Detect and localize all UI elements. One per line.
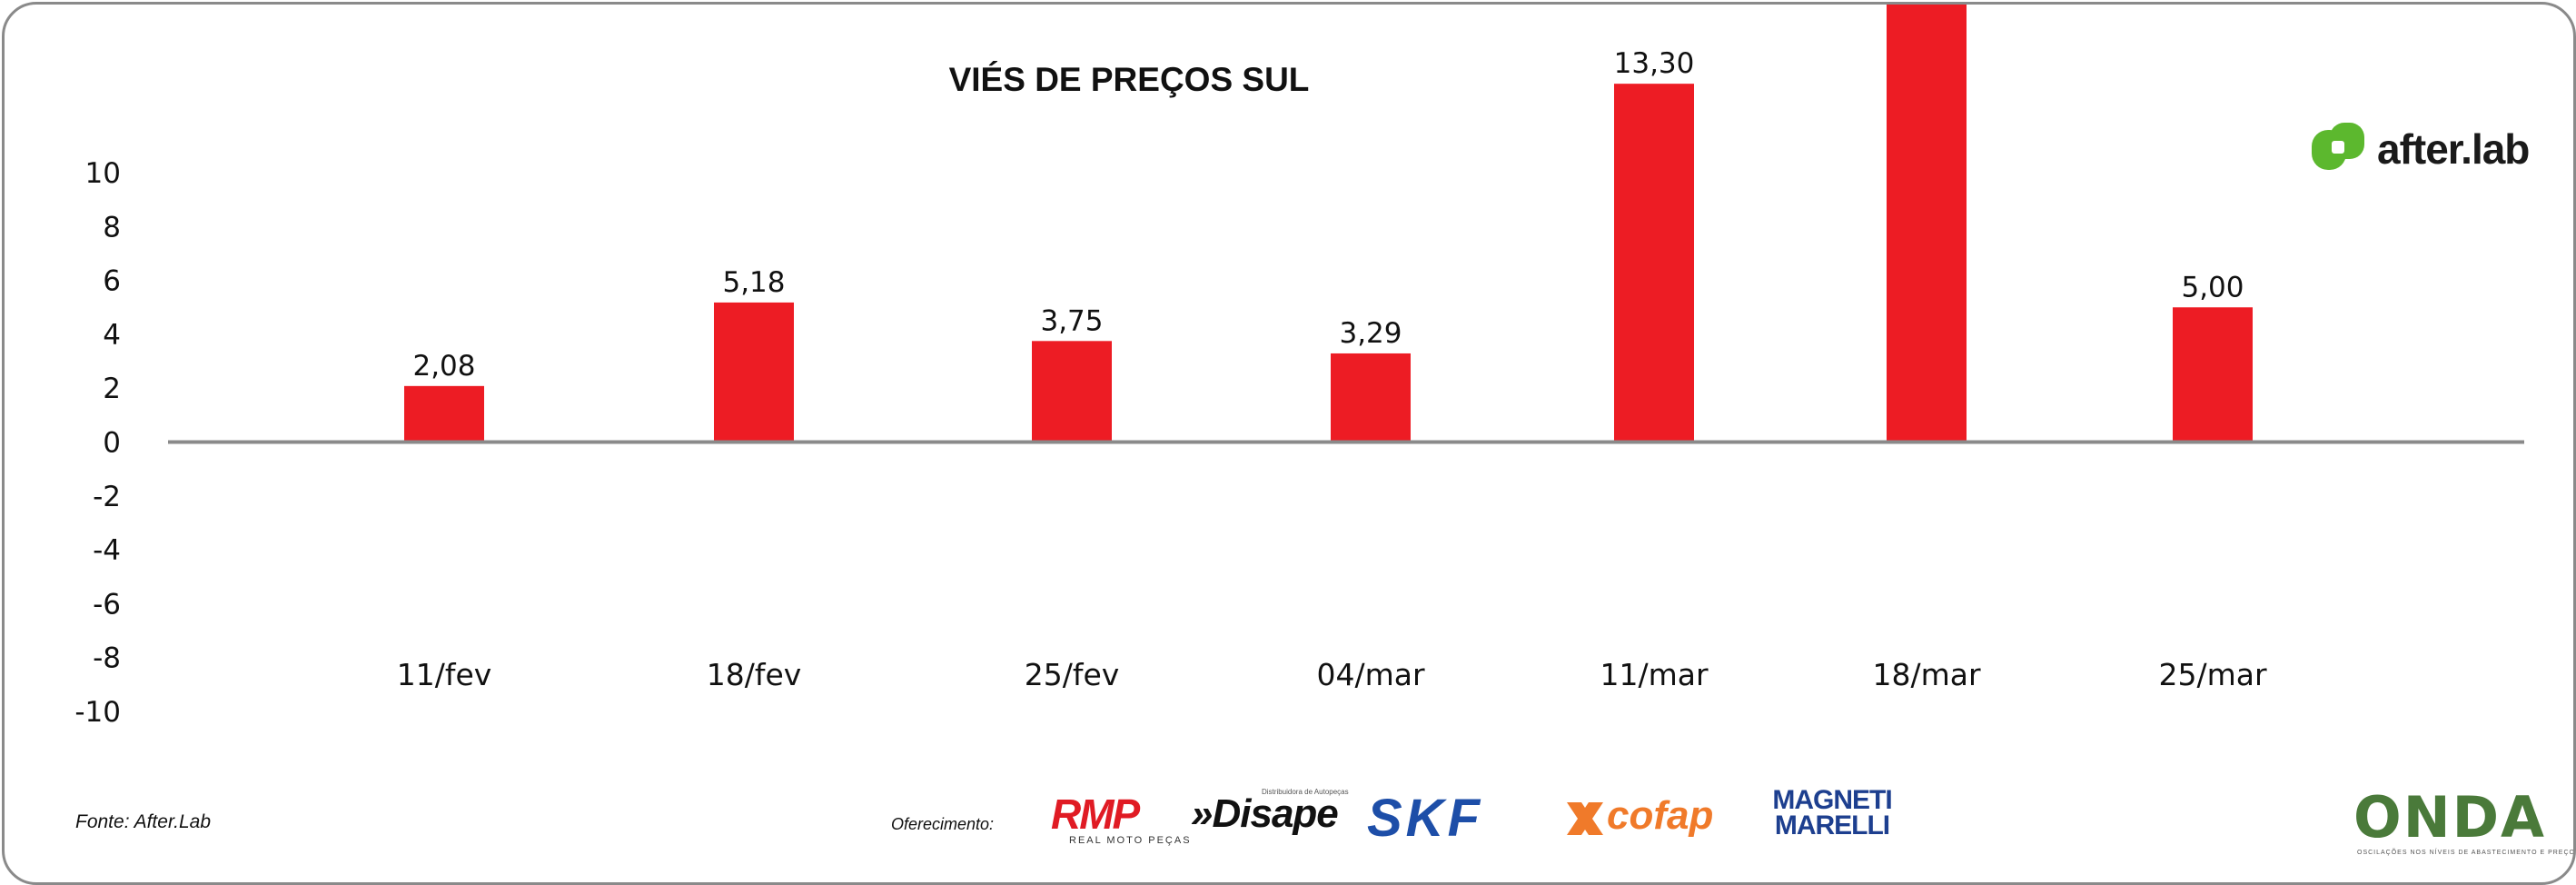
y-tick-label: -2 <box>93 481 121 513</box>
rmp-logo: RMP REAL MOTO PEÇAS <box>1051 788 1190 851</box>
chart-title: VIÉS DE PREÇOS SUL <box>949 61 1310 98</box>
data-label: 5,00 <box>2181 271 2244 303</box>
data-label: 3,75 <box>1040 304 1103 337</box>
data-label: 3,29 <box>1339 317 1402 350</box>
rmp-wordmark: RMP <box>1051 791 1140 838</box>
x-axis-ticks: 11/fev 18/fev 25/fev 04/mar 11/mar 18/mar 25/m… <box>397 657 2267 692</box>
cofap-x-icon <box>1567 802 1603 835</box>
bar <box>1887 5 1967 442</box>
onda-logo: ONDA OSCILAÇÕES NOS NÍVEIS DE ABASTECIME… <box>2353 784 2573 866</box>
disape-subtitle: Distribuidora de Autopeças <box>1262 788 1349 796</box>
afterlab-icon <box>2312 123 2364 170</box>
y-tick-label: -6 <box>93 588 121 621</box>
x-tick-label: 18/fev <box>707 657 802 692</box>
disape-wordmark: »Disape <box>1191 791 1339 836</box>
x-tick-label: 25/fev <box>1025 657 1120 692</box>
bar <box>1032 341 1112 442</box>
y-tick-label: -10 <box>74 696 121 729</box>
cofap-logo: cofap <box>1561 788 1752 851</box>
bar <box>2173 307 2253 442</box>
data-label: 13,30 <box>1614 47 1695 80</box>
source-note: Fonte: After.Lab <box>75 811 212 832</box>
y-tick-label: 4 <box>103 319 121 352</box>
magneti-marelli-wordmark: MAGNETI MARELLI <box>1772 785 1892 840</box>
x-tick-label: 25/mar <box>2158 657 2266 692</box>
skf-logo: SKF <box>1367 788 1540 851</box>
afterlab-logo: after.lab <box>2310 121 2564 179</box>
y-tick-label: -4 <box>93 534 121 567</box>
data-label: 5,18 <box>722 266 785 299</box>
afterlab-wordmark: after.lab <box>2377 125 2530 173</box>
y-axis-ticks: 10 8 6 4 2 0 -2 -4 -6 -8 -10 <box>74 157 121 729</box>
disape-logo: Distribuidora de Autopeças »Disape <box>1191 788 1354 851</box>
bar <box>1614 84 1694 442</box>
onda-subtitle: OSCILAÇÕES NOS NÍVEIS DE ABASTECIMENTO E… <box>2357 850 2575 856</box>
bars <box>404 5 2253 442</box>
x-tick-label: 04/mar <box>1316 657 1424 692</box>
y-tick-label: 8 <box>103 211 121 244</box>
cofap-wordmark: cofap <box>1607 793 1714 838</box>
magneti-marelli-logo: MAGNETI MARELLI <box>1769 785 1896 851</box>
y-tick-label: 6 <box>103 265 121 298</box>
skf-wordmark: SKF <box>1367 789 1483 848</box>
data-label: 2,08 <box>412 350 475 383</box>
x-tick-label: 11/mar <box>1600 657 1708 692</box>
y-tick-label: -8 <box>93 642 121 675</box>
rmp-subtitle: REAL MOTO PEÇAS <box>1069 835 1192 846</box>
y-tick-label: 2 <box>103 373 121 405</box>
y-tick-label: 10 <box>85 157 121 190</box>
bar <box>404 385 484 442</box>
onda-wordmark: ONDA <box>2353 784 2547 850</box>
y-tick-label: 0 <box>103 427 121 460</box>
bar <box>714 302 794 442</box>
bar-chart: VIÉS DE PREÇOS SUL 10 8 6 4 2 0 -2 -4 -6 -8 -10 2,… <box>74 5 2524 729</box>
bar <box>1331 353 1411 442</box>
x-tick-label: 18/mar <box>1872 657 1980 692</box>
x-tick-label: 11/fev <box>397 657 492 692</box>
sponsor-label: Oferecimento: <box>891 815 995 833</box>
